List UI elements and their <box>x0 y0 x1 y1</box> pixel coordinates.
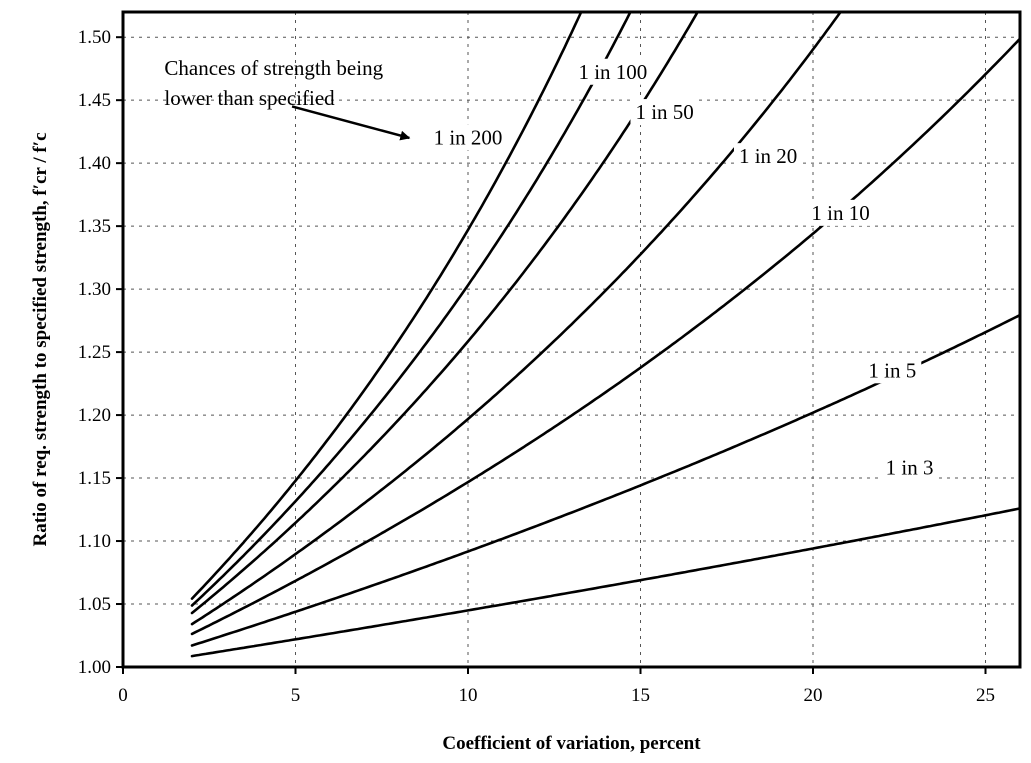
series-line-1-in-20 <box>190 10 842 626</box>
curve-label-background <box>573 58 653 85</box>
curve-label-background <box>428 124 508 151</box>
x-tick-label: 0 <box>118 685 128 706</box>
curve-label: 1 in 100 <box>578 60 647 84</box>
x-tick-label: 10 <box>459 685 478 706</box>
curve-label-background <box>880 454 939 481</box>
curve-label: 1 in 10 <box>811 201 869 225</box>
curve-labels: 1 in 3 1 in 5 1 in 10 1 in 20 1 in 50 1 in 10… <box>428 58 939 481</box>
y-tick-label: 1.30 <box>78 279 111 300</box>
annotation-text: lower than specified <box>164 86 335 110</box>
x-tick-label: 25 <box>976 685 995 706</box>
curve-label: 1 in 5 <box>868 358 916 382</box>
y-tick-label: 1.35 <box>78 216 111 237</box>
series-line-1-in-10 <box>190 37 1022 636</box>
annotation-text: Chances of strength being <box>164 56 383 80</box>
annotation-arrow <box>291 105 411 141</box>
y-tick-label: 1.40 <box>78 153 111 174</box>
curve-label: 1 in 200 <box>434 125 503 149</box>
y-axis: 1.00 1.05 1.10 1.15 1.20 1.25 1.30 1.35 1.40 1.45… <box>78 27 123 678</box>
y-tick-label: 1.05 <box>78 594 111 615</box>
curve-label-background <box>733 143 803 170</box>
curve-label-background <box>630 99 699 126</box>
x-tick-label: 5 <box>291 685 301 706</box>
series-line-1-in-100 <box>190 10 632 607</box>
series-group <box>190 10 1022 658</box>
curve-label-background <box>863 357 922 384</box>
y-axis-title: Ratio of req. strength to specified stre… <box>30 132 51 546</box>
y-tick-label: 1.50 <box>78 27 111 48</box>
y-tick-label: 1.25 <box>78 342 111 363</box>
curve-label: 1 in 20 <box>739 144 797 168</box>
x-tick-label: 20 <box>804 685 823 706</box>
grid <box>123 12 1020 667</box>
y-tick-label: 1.15 <box>78 468 111 489</box>
series-line-1-in-3 <box>190 507 1022 658</box>
series-line-1-in-200 <box>190 10 583 600</box>
x-axis-title: Coefficient of variation, percent <box>442 733 701 754</box>
curve-label-background <box>806 199 875 226</box>
series-line-1-in-50 <box>190 10 699 615</box>
x-tick-label: 15 <box>631 685 650 706</box>
y-tick-label: 1.20 <box>78 405 111 426</box>
curve-label: 1 in 50 <box>635 100 693 124</box>
plot-frame <box>121 10 1022 669</box>
y-tick-label: 1.45 <box>78 90 111 111</box>
x-axis: 0 5 10 15 20 25 <box>118 667 995 706</box>
y-tick-label: 1.10 <box>78 531 111 552</box>
curve-label: 1 in 3 <box>886 455 934 479</box>
annotation: Chances of strength being lower than spec… <box>164 56 411 141</box>
y-tick-label: 1.00 <box>78 657 111 678</box>
